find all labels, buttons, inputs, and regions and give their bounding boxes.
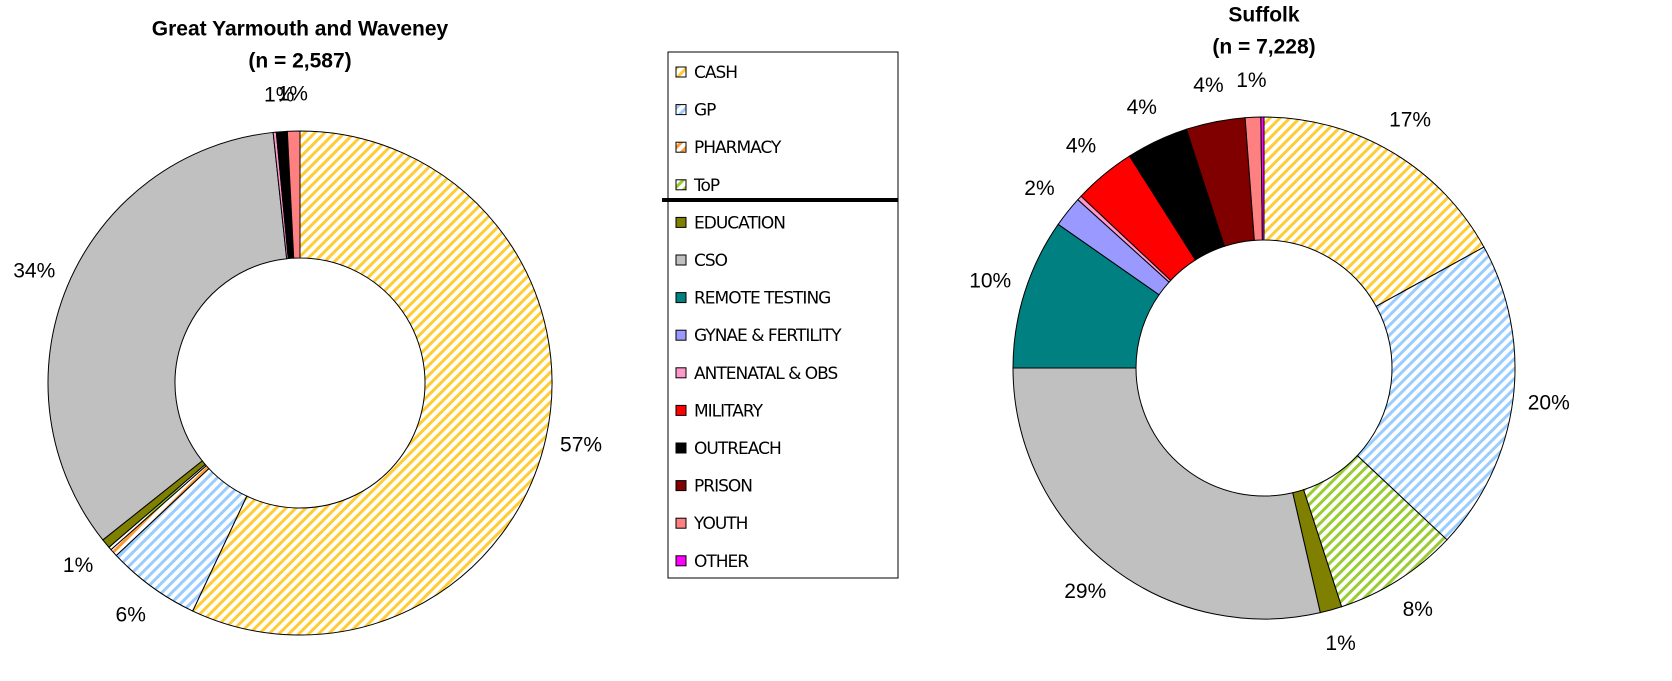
- legend-label: MILITARY: [694, 401, 764, 421]
- legend-swatch: [675, 329, 687, 341]
- legend-swatch: [675, 292, 687, 304]
- legend-box: [667, 51, 899, 579]
- pie-slice: [1012, 367, 1321, 620]
- legend-swatch: [675, 367, 687, 379]
- value-label: 29%: [1064, 580, 1106, 603]
- legend-swatch: [675, 254, 687, 266]
- value-label: 10%: [969, 269, 1011, 292]
- chart-title: Great Yarmouth and Waveney: [152, 18, 449, 41]
- legend-swatch: [675, 66, 687, 78]
- legend-swatch: [675, 517, 687, 529]
- legend-label: CSO: [694, 251, 728, 271]
- value-label: 1%: [264, 83, 294, 106]
- value-label: 1%: [1325, 632, 1355, 655]
- legend-label: ToP: [693, 176, 720, 196]
- legend-label: EDUCATION: [694, 213, 785, 233]
- legend-label: CASH: [694, 63, 737, 83]
- legend-label: YOUTH: [693, 514, 748, 534]
- chart-subtitle: (n = 2,587): [248, 50, 351, 73]
- legend-swatch: [675, 141, 687, 153]
- legend-label: GYNAE & FERTILITY: [694, 326, 842, 346]
- legend-swatch: [675, 404, 687, 416]
- value-label: 1%: [63, 554, 93, 577]
- value-label: 17%: [1389, 109, 1431, 132]
- legend-label: OUTREACH: [694, 439, 781, 459]
- pie-slice: [1260, 116, 1265, 241]
- value-label: 1%: [1236, 69, 1266, 92]
- value-label: 57%: [560, 433, 602, 456]
- legend-swatch: [675, 480, 687, 492]
- value-label: 6%: [116, 604, 146, 627]
- legend-label: PHARMACY: [694, 138, 782, 158]
- value-label: 20%: [1528, 392, 1570, 415]
- legend-swatch: [675, 104, 687, 116]
- value-label: 4%: [1127, 96, 1157, 119]
- legend-label: OTHER: [694, 552, 749, 572]
- legend-swatch: [675, 555, 687, 567]
- legend-swatch: [675, 179, 687, 191]
- pie-slice: [1356, 246, 1516, 541]
- pie-slice: [47, 131, 288, 541]
- pie-slice: [1263, 116, 1485, 308]
- pie-slice: [192, 130, 553, 636]
- value-label: 2%: [1024, 177, 1054, 200]
- legend-swatch: [675, 442, 687, 454]
- legend-swatch: [675, 216, 687, 228]
- legend-label: REMOTE TESTING: [694, 289, 830, 309]
- value-label: 8%: [1403, 598, 1433, 621]
- legend-label: GP: [694, 101, 716, 121]
- value-label: 34%: [13, 259, 55, 282]
- value-label: 4%: [1066, 134, 1096, 157]
- value-label: 1%: [278, 83, 308, 106]
- pie-slice: [286, 130, 301, 259]
- chart-title: Suffolk: [1228, 4, 1299, 27]
- legend-label: ANTENATAL & OBS: [694, 364, 837, 384]
- value-label: 4%: [1193, 74, 1223, 97]
- chart-subtitle: (n = 7,228): [1212, 36, 1315, 59]
- legend-label: PRISON: [694, 477, 752, 497]
